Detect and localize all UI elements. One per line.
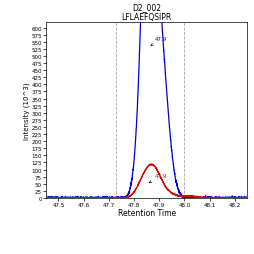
Text: 47.9: 47.9 <box>150 37 166 46</box>
Y-axis label: Intensity (10^3): Intensity (10^3) <box>23 82 30 139</box>
Title: D2_002
LFLAEFQSIPR: D2_002 LFLAEFQSIPR <box>121 3 171 22</box>
X-axis label: Retention Time: Retention Time <box>117 209 175 218</box>
Text: 47.9: 47.9 <box>149 174 167 183</box>
